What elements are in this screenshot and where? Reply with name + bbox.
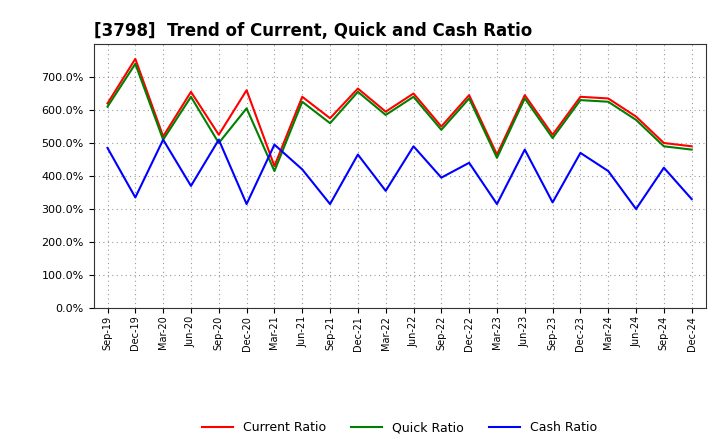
Current Ratio [382,109,390,114]
Quick Ratio [382,112,390,117]
Current Ratio [492,152,501,157]
Quick Ratio [521,96,529,101]
Cash Ratio [409,143,418,149]
Quick Ratio [492,155,501,161]
Cash Ratio [465,160,474,165]
Quick Ratio [631,117,640,122]
Cash Ratio [131,195,140,200]
Quick Ratio [270,169,279,174]
Quick Ratio [131,61,140,66]
Cash Ratio [159,137,168,143]
Current Ratio [354,86,362,91]
Cash Ratio [660,165,668,170]
Cash Ratio [325,202,334,207]
Current Ratio [604,96,613,101]
Cash Ratio [215,137,223,143]
Cash Ratio [631,206,640,212]
Cash Ratio [354,152,362,157]
Current Ratio [549,132,557,137]
Quick Ratio [409,94,418,99]
Line: Quick Ratio: Quick Ratio [107,64,692,171]
Current Ratio [242,88,251,93]
Quick Ratio [159,137,168,143]
Line: Cash Ratio: Cash Ratio [107,140,692,209]
Quick Ratio [215,140,223,146]
Legend: Current Ratio, Quick Ratio, Cash Ratio: Current Ratio, Quick Ratio, Cash Ratio [197,416,603,439]
Cash Ratio [382,188,390,194]
Current Ratio [688,143,696,149]
Text: [3798]  Trend of Current, Quick and Cash Ratio: [3798] Trend of Current, Quick and Cash … [94,22,532,40]
Current Ratio [576,94,585,99]
Quick Ratio [186,94,195,99]
Quick Ratio [465,96,474,101]
Quick Ratio [604,99,613,104]
Quick Ratio [325,121,334,126]
Cash Ratio [521,147,529,152]
Line: Current Ratio: Current Ratio [107,59,692,166]
Quick Ratio [354,89,362,95]
Cash Ratio [437,175,446,180]
Quick Ratio [660,143,668,149]
Cash Ratio [298,167,307,172]
Cash Ratio [549,200,557,205]
Cash Ratio [103,145,112,150]
Cash Ratio [242,202,251,207]
Current Ratio [660,140,668,146]
Current Ratio [159,134,168,139]
Cash Ratio [492,202,501,207]
Quick Ratio [576,97,585,103]
Quick Ratio [103,104,112,109]
Current Ratio [270,163,279,169]
Current Ratio [521,92,529,98]
Current Ratio [131,56,140,62]
Current Ratio [631,114,640,119]
Current Ratio [298,94,307,99]
Current Ratio [325,116,334,121]
Quick Ratio [242,106,251,111]
Quick Ratio [437,127,446,132]
Current Ratio [409,91,418,96]
Cash Ratio [270,142,279,147]
Quick Ratio [549,136,557,141]
Cash Ratio [688,196,696,202]
Quick Ratio [688,147,696,152]
Current Ratio [215,132,223,137]
Current Ratio [186,89,195,95]
Current Ratio [437,124,446,129]
Current Ratio [103,101,112,106]
Cash Ratio [186,183,195,188]
Cash Ratio [576,150,585,156]
Current Ratio [465,92,474,98]
Quick Ratio [298,99,307,104]
Cash Ratio [604,169,613,174]
